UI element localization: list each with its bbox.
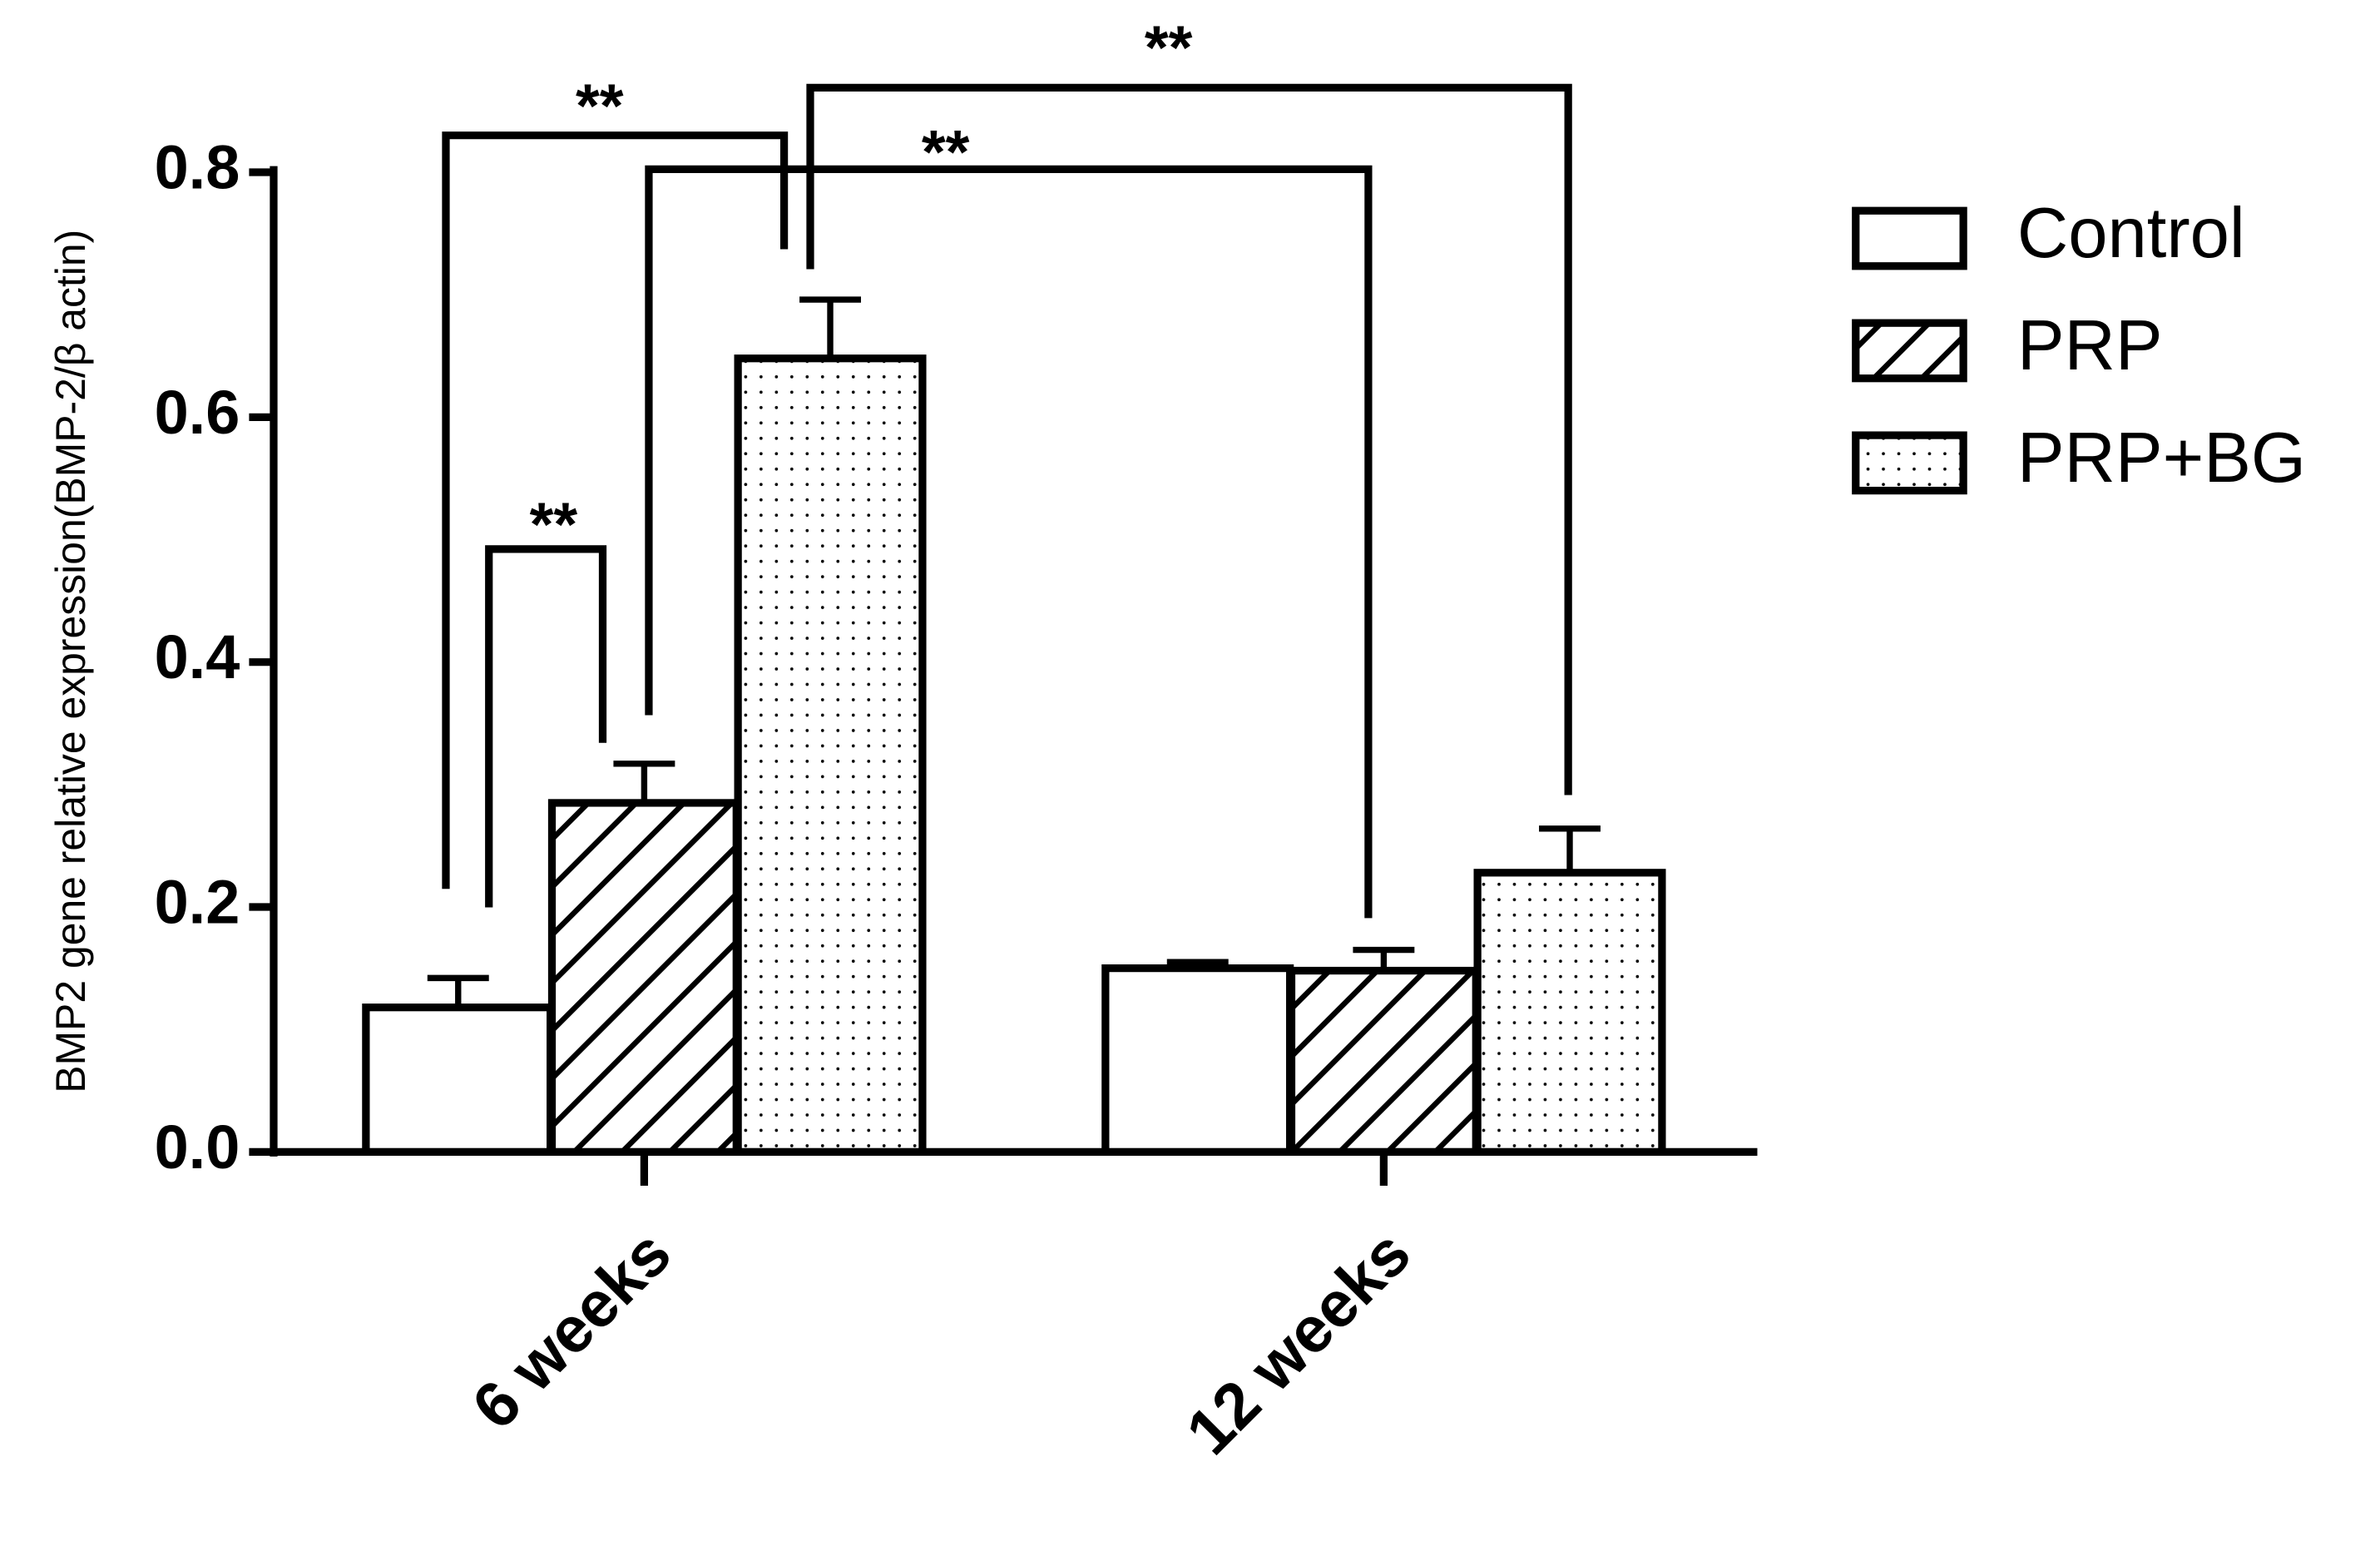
bar <box>1287 966 1480 1156</box>
significance-bracket <box>645 165 1373 919</box>
significance-bracket <box>485 545 607 908</box>
y-tick-label: 0.8 <box>155 133 240 202</box>
legend-swatch <box>1852 206 1967 270</box>
significance-bracket <box>806 83 1572 795</box>
significance-bracket <box>442 131 789 890</box>
legend-swatch <box>1852 431 1967 495</box>
bar <box>1473 869 1666 1156</box>
y-tick-label: 0.6 <box>155 378 240 447</box>
significance-label: ** <box>576 72 624 141</box>
y-axis-label: BMP2 gene relative expression(BMP-2/β ac… <box>47 230 94 1093</box>
legend-label: Control <box>2017 194 2245 273</box>
bar <box>1101 964 1294 1156</box>
y-tick-label: 0.4 <box>155 622 240 691</box>
y-tick-label: 0.2 <box>155 868 240 937</box>
legend-swatch <box>1852 319 1967 383</box>
bar <box>547 799 740 1156</box>
y-tick-label: 0.0 <box>155 1113 240 1182</box>
bar <box>734 354 927 1156</box>
legend-label: PRP <box>2017 306 2163 385</box>
legend-label: PRP+BG <box>2017 419 2306 498</box>
significance-label: ** <box>530 489 578 558</box>
significance-label: ** <box>1145 12 1193 82</box>
bar <box>362 1004 555 1156</box>
significance-label: ** <box>922 117 970 186</box>
